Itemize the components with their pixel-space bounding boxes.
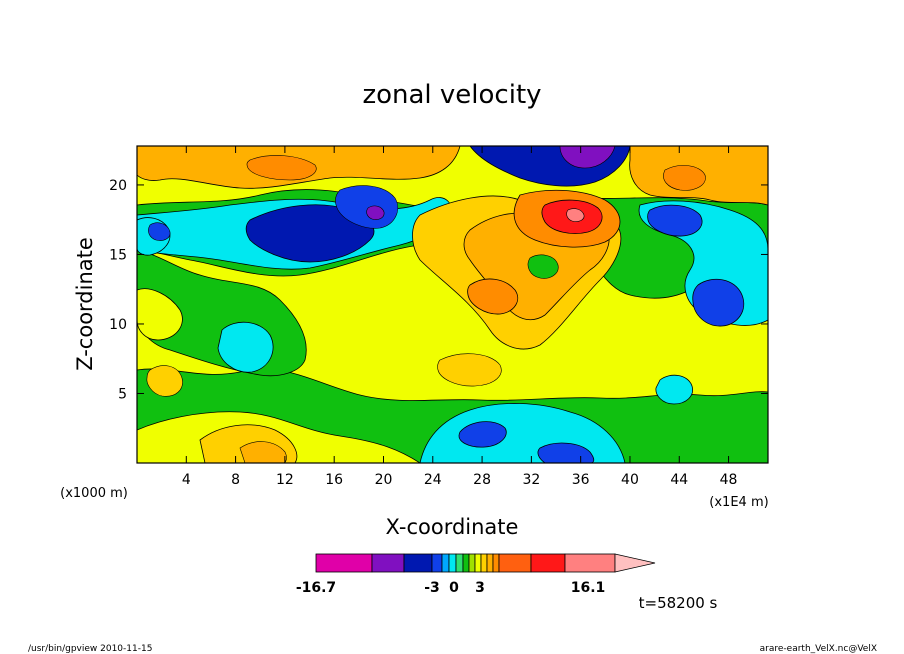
y-axis-label: Z-coordinate xyxy=(73,237,97,371)
contour-blue-lower2 xyxy=(537,442,595,463)
chart-title: zonal velocity xyxy=(362,80,541,110)
y-tick-label: 10 xyxy=(109,317,127,333)
colorbar-extend-arrow xyxy=(614,553,656,573)
x-tick-label: 32 xyxy=(522,472,540,488)
x-unit-label: (x1E4 m) xyxy=(709,495,768,510)
y-tick-label: 5 xyxy=(118,386,127,402)
contour-orange-mid-right xyxy=(467,278,519,315)
contour-blue-right-mid xyxy=(692,278,745,327)
x-tick-label: 24 xyxy=(424,472,442,488)
x-tick-label: 4 xyxy=(182,472,191,488)
colorbar-label: -3 xyxy=(424,580,440,596)
contour-cyan-left xyxy=(217,321,274,373)
footer-left: /usr/bin/gpview 2010-11-15 xyxy=(28,644,152,654)
colorbar-segment xyxy=(492,553,500,573)
x-tick-label: 20 xyxy=(375,472,393,488)
colorbar-labels: -16.7 -3 0 3 16.1 xyxy=(296,580,605,596)
contour-blue-right-upper xyxy=(647,204,703,237)
contour-fields xyxy=(137,146,768,463)
contour-orange-left-lower xyxy=(146,365,183,397)
x-axis-ticks: 4 8 12 16 20 24 28 32 36 40 44 48 xyxy=(182,146,738,488)
y-unit-label: (x1000 m) xyxy=(60,486,128,501)
colorbar-segment xyxy=(441,553,450,573)
contour-purple-upper xyxy=(366,205,385,220)
x-tick-label: 48 xyxy=(720,472,738,488)
contour-darkorange-top-left xyxy=(246,155,317,181)
colorbar-segment xyxy=(468,553,476,573)
contour-cyan-right-lower xyxy=(655,374,693,405)
y-tick-label: 15 xyxy=(109,247,127,263)
contour-darkorange-top-right xyxy=(663,165,706,191)
colorbar-segment xyxy=(498,553,532,573)
x-tick-label: 44 xyxy=(670,472,688,488)
colorbar-label: 0 xyxy=(449,580,459,596)
colorbar-label: -16.7 xyxy=(296,580,336,596)
colorbar-segment xyxy=(480,553,488,573)
x-tick-label: 8 xyxy=(231,472,240,488)
x-tick-label: 40 xyxy=(621,472,639,488)
contour-green-mid-spot xyxy=(527,254,559,279)
colorbar-segment xyxy=(448,553,457,573)
x-tick-label: 36 xyxy=(572,472,590,488)
contour-blue-left-edge xyxy=(148,222,171,241)
colorbar-segment xyxy=(371,553,405,573)
x-tick-label: 12 xyxy=(276,472,294,488)
x-tick-label: 28 xyxy=(473,472,491,488)
contour-orange-center-lower xyxy=(437,353,502,387)
plot-frame xyxy=(136,145,769,464)
contour-pink-center xyxy=(566,208,585,222)
colorbar-segment xyxy=(530,553,566,573)
contour-yellow-left xyxy=(137,288,183,341)
colorbar-segment xyxy=(403,553,433,573)
colorbar xyxy=(315,553,656,573)
y-axis-ticks: 5 10 15 20 xyxy=(109,178,768,402)
colorbar-label: 16.1 xyxy=(571,580,606,596)
contour-purple-upper-mid xyxy=(559,146,616,169)
colorbar-segment xyxy=(474,553,482,573)
colorbar-segment xyxy=(431,553,443,573)
contour-blue-lower xyxy=(458,421,507,448)
footer-right: arare-earth_VelX.nc@VelX xyxy=(760,644,877,654)
plot-area xyxy=(137,146,768,463)
colorbar-segment xyxy=(462,553,470,573)
contour-blue-upper xyxy=(245,204,375,263)
x-axis-label: X-coordinate xyxy=(386,515,519,539)
y-tick-label: 20 xyxy=(109,178,127,194)
colorbar-segment xyxy=(486,553,494,573)
colorbar-segment xyxy=(315,553,373,573)
colorbar-segment xyxy=(455,553,464,573)
time-label: t=58200 s xyxy=(639,594,718,612)
colorbar-label: 3 xyxy=(475,580,485,596)
colorbar-segment xyxy=(564,553,616,573)
x-tick-label: 16 xyxy=(325,472,343,488)
